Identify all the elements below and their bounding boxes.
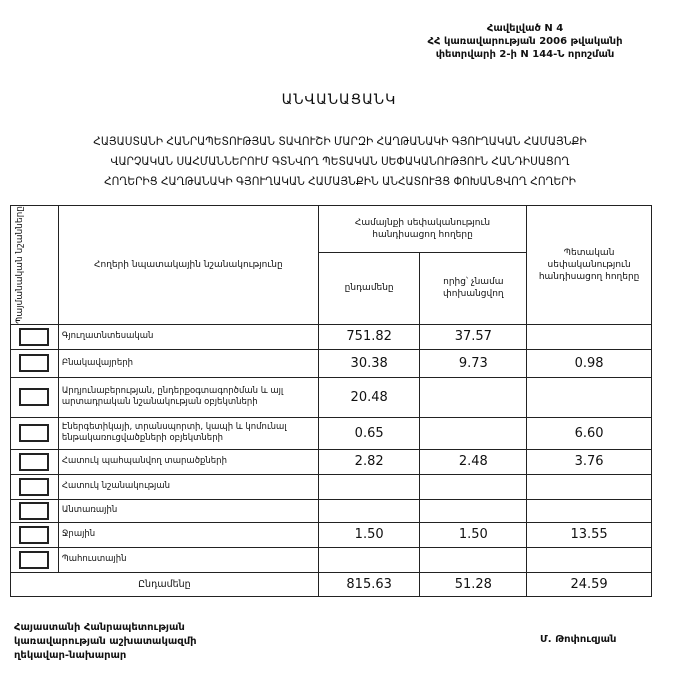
table-row: Ջրային 1.50 1.50 13.55	[10, 521, 652, 548]
state-land: 0.98	[526, 348, 652, 378]
community-sub	[419, 546, 528, 573]
table-row: Գյուղատնտեսական 751.82 37.57	[10, 323, 652, 350]
community-total: 30.38	[317, 348, 421, 378]
legend-cell	[10, 521, 59, 548]
legend-symbol-icon	[19, 354, 50, 373]
totals-row: Ընդամենը 815.63 51.28 24.59	[10, 571, 652, 597]
totals-total: 815.63	[317, 571, 421, 597]
community-sub	[419, 473, 528, 500]
community-total	[317, 473, 421, 500]
state-land	[526, 376, 652, 418]
legend-cell	[10, 498, 59, 523]
community-sub: 37.57	[419, 323, 528, 350]
land-purpose: Էներգետիկայի, տրանսպորտի, կապի և կոմունա…	[57, 416, 319, 450]
state-land: 13.55	[526, 521, 652, 548]
community-total	[317, 546, 421, 573]
land-purpose: Բնակավայրերի	[57, 348, 319, 378]
table-row: Արդյունաբերության, ընդերքօգտագործման և ա…	[10, 376, 652, 418]
community-sub	[419, 498, 528, 523]
annex-line: ՀՀ կառավարության 2006 թվականի	[427, 36, 623, 47]
community-total: 751.82	[317, 323, 421, 350]
state-land	[526, 323, 652, 350]
header-community: Համայնքի սեփականություն հանդիսացող հողեր…	[317, 205, 528, 253]
land-purpose: Հատուկ պահպանվող տարածքների	[57, 448, 319, 475]
state-land	[526, 498, 652, 523]
community-sub	[419, 416, 528, 450]
land-purpose: Ջրային	[57, 521, 319, 548]
legend-cell	[10, 473, 59, 500]
table-row: Հատուկ պահպանվող տարածքների 2.82 2.48 3.…	[10, 448, 652, 475]
totals-state: 24.59	[526, 571, 652, 597]
community-total: 0.65	[317, 416, 421, 450]
legend-symbol-icon	[19, 501, 50, 520]
state-land: 3.76	[526, 448, 652, 475]
header-legend: Պայմանական նշանները	[10, 205, 59, 325]
footer-line: ղեկավար-նախարար	[14, 650, 127, 661]
footer-line: կառավարության աշխատակազմի	[14, 636, 197, 647]
legend-cell	[10, 376, 59, 418]
annex-line: Հավելված N 4	[486, 23, 564, 34]
community-sub: 2.48	[419, 448, 528, 475]
annex-reference: Հավելված N 4 ՀՀ կառավարության 2006 թվակա…	[400, 22, 650, 61]
table-row: Բնակավայրերի 30.38 9.73 0.98	[10, 348, 652, 378]
land-table: Պայմանական նշանները Հողերի նպատակային նշ…	[10, 205, 652, 597]
state-land	[526, 473, 652, 500]
document-title: ԱՆՎԱՆԱՑԱՆԿ	[281, 92, 397, 108]
table-row: Էներգետիկայի, տրանսպորտի, կապի և կոմունա…	[10, 416, 652, 450]
totals-sub: 51.28	[419, 571, 528, 597]
subtitle-line: ՀՈՂԵՐԻՑ ՀԱՂԹԱՆԱԿԻ ԳՅՈՒՂԱԿԱՆ ՀԱՄԱՅՆՔԻՆ ԱՆ…	[104, 174, 576, 188]
legend-symbol-icon	[19, 452, 50, 471]
header-state: Պետական սեփականություն հանդիսացող հողերը	[526, 205, 652, 325]
state-land	[526, 546, 652, 573]
totals-label: Ընդամենը	[10, 571, 319, 597]
legend-symbol-icon	[19, 550, 50, 569]
state-land: 6.60	[526, 416, 652, 450]
community-sub	[419, 376, 528, 418]
legend-symbol-icon	[19, 327, 50, 346]
legend-cell	[10, 416, 59, 450]
table-row: Պահուստային	[10, 546, 652, 573]
legend-cell	[10, 448, 59, 475]
legend-cell	[10, 546, 59, 573]
community-total: 1.50	[317, 521, 421, 548]
community-total	[317, 498, 421, 523]
table-row: Անտառային	[10, 498, 652, 523]
header-community-sub: որից՝ չնամա փոխանցվող	[419, 251, 528, 325]
subtitle-line: ՀԱՅԱՍՏԱՆԻ ՀԱՆՐԱՊԵՏՈՒԹՅԱՆ ՏԱՎՈՒՇԻ ՄԱՐԶԻ Հ…	[93, 134, 587, 148]
legend-symbol-icon	[19, 388, 50, 407]
community-total: 20.48	[317, 376, 421, 418]
annex-line: փետրվարի 2-ի N 144-Ն որոշման	[435, 49, 615, 60]
legend-symbol-icon	[19, 525, 50, 544]
document-subtitle: ՀԱՅԱՍՏԱՆԻ ՀԱՆՐԱՊԵՏՈՒԹՅԱՆ ՏԱՎՈՒՇԻ ՄԱՐԶԻ Հ…	[46, 131, 635, 191]
header-community-total: ընդամենը	[317, 251, 421, 325]
land-purpose: Գյուղատնտեսական	[57, 323, 319, 350]
legend-symbol-icon	[19, 424, 50, 443]
community-sub: 1.50	[419, 521, 528, 548]
header-legend-text: Պայմանական նշանները	[15, 206, 25, 324]
signatory-name: Մ. Թոփուզյան	[540, 634, 617, 645]
community-sub: 9.73	[419, 348, 528, 378]
legend-symbol-icon	[19, 477, 50, 496]
legend-cell	[10, 323, 59, 350]
legend-cell	[10, 348, 59, 378]
table-row: Հատուկ նշանակության	[10, 473, 652, 500]
header-purpose: Հողերի նպատակային նշանակությունը	[57, 205, 319, 325]
land-purpose: Արդյունաբերության, ընդերքօգտագործման և ա…	[57, 376, 319, 418]
footer-line: Հայաստանի Հանրապետության	[14, 622, 185, 633]
community-total: 2.82	[317, 448, 421, 475]
land-purpose: Պահուստային	[57, 546, 319, 573]
land-purpose: Հատուկ նշանակության	[57, 473, 319, 500]
land-purpose: Անտառային	[57, 498, 319, 523]
subtitle-line: ՎԱՐՉԱԿԱՆ ՍԱՀՄԱՆՆԵՐՈՒՄ ԳՏՆՎՈՂ ՊԵՏԱԿԱՆ ՍԵՓ…	[110, 154, 570, 168]
signatory-title: Հայաստանի Հանրապետության կառավարության ա…	[14, 621, 197, 663]
